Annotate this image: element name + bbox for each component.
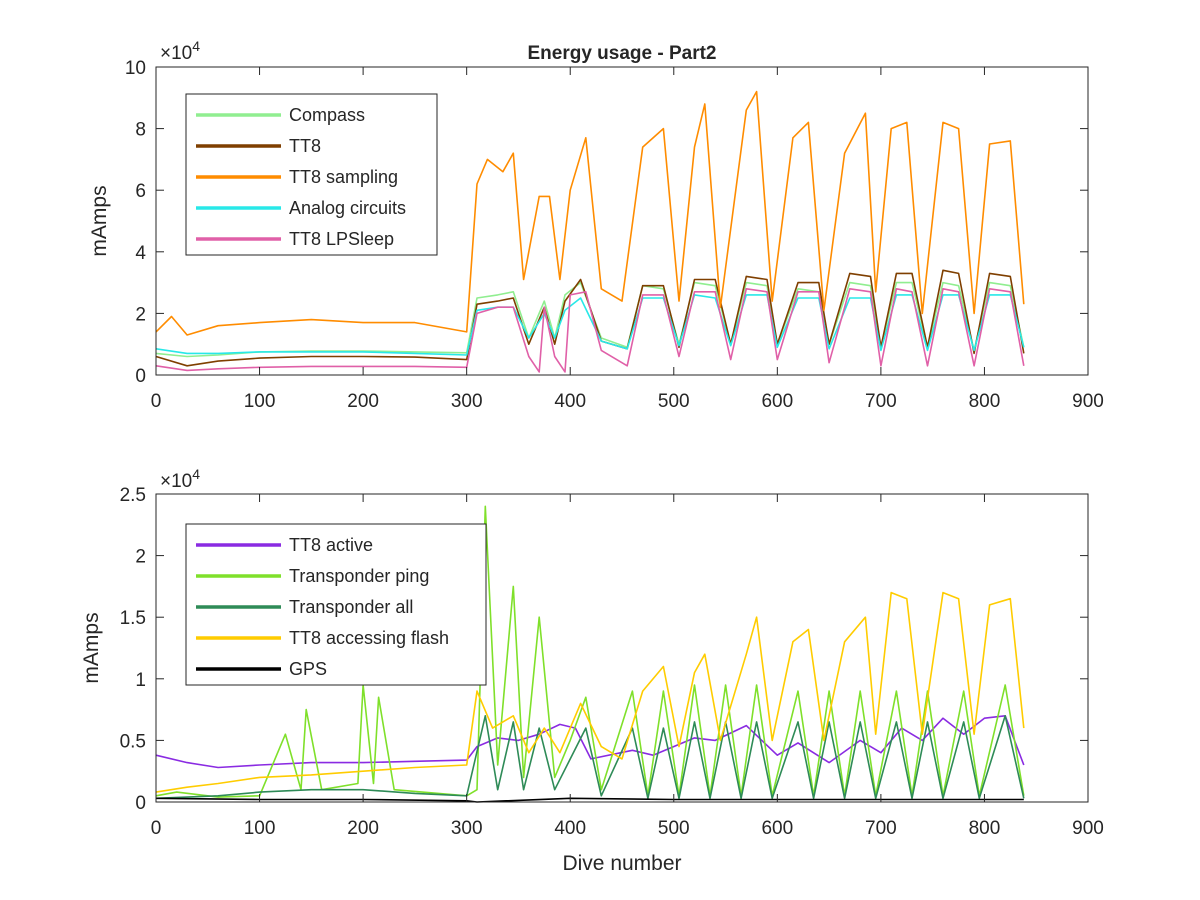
bottom-y-tick-label: 1.5 <box>120 608 146 629</box>
bottom-legend-label: TT8 accessing flash <box>289 628 449 648</box>
top-plot-frame <box>155 66 1089 376</box>
bottom-plot-frame <box>155 493 1089 803</box>
bottom-axis-ticks: 0 100 200 300 400 500 600 700 800 900 0 0.5 1 1.5 2 2.5 <box>120 485 1104 839</box>
bottom-legend-label: Transponder ping <box>289 566 429 586</box>
bottom-x-tick-label: 200 <box>347 818 379 839</box>
bottom-x-tick-label: 600 <box>761 818 793 839</box>
top-x-tick-label: 400 <box>554 391 586 412</box>
bottom-x-tick-label: 100 <box>244 818 276 839</box>
bottom-series-line-transponder-ping <box>155 505 1025 798</box>
top-legend-box <box>185 93 438 256</box>
bottom-x-tick-label: 500 <box>658 818 690 839</box>
top-exponent-power: 4 <box>192 38 200 54</box>
top-x-tick-label: 200 <box>347 391 379 412</box>
bottom-legend-label: GPS <box>289 659 327 679</box>
bottom-y-axis-label: mAmps <box>80 612 103 683</box>
top-x-tick-label: 0 <box>151 391 162 412</box>
top-series-group <box>155 90 1025 373</box>
bottom-x-tick-label: 800 <box>969 818 1001 839</box>
bottom-exponent-base: ×10 <box>160 471 192 492</box>
bottom-x-axis-label: Dive number <box>562 852 681 875</box>
top-series-line-tt8-lpsleep <box>155 288 1025 373</box>
top-legend-label: TT8 LPSleep <box>289 229 394 249</box>
top-y-tick-label: 10 <box>125 58 146 79</box>
bottom-series-group <box>155 505 1025 803</box>
top-x-tick-label: 500 <box>658 391 690 412</box>
bottom-y-tick-label: 1 <box>135 670 146 691</box>
bottom-x-tick-label: 300 <box>451 818 483 839</box>
top-y-tick-label: 0 <box>135 366 146 387</box>
top-series-line-tt8-sampling <box>155 90 1025 336</box>
top-x-tick-label: 800 <box>969 391 1001 412</box>
top-y-tick-label: 2 <box>135 304 146 325</box>
bottom-subplot: 0 100 200 300 400 500 600 700 800 900 0 0.5 1 1.5 2 2.5… <box>80 466 1104 875</box>
top-x-tick-label: 700 <box>865 391 897 412</box>
top-legend-label: TT8 sampling <box>289 167 398 187</box>
bottom-legend-label: TT8 active <box>289 535 373 555</box>
top-x-tick-label: 600 <box>761 391 793 412</box>
bottom-x-tick-label: 900 <box>1072 818 1104 839</box>
top-axis-ticks: 0 100 200 300 400 500 600 700 800 900 0 2 4 6 8 10 <box>125 58 1104 412</box>
bottom-y-tick-label: 2 <box>135 547 146 568</box>
bottom-y-tick-label: 0.5 <box>120 731 146 752</box>
bottom-x-tick-label: 700 <box>865 818 897 839</box>
bottom-y-tick-label: 2.5 <box>120 485 146 506</box>
bottom-exponent-label: ×104 <box>160 466 200 492</box>
top-exponent-label: ×104 <box>160 38 200 64</box>
bottom-series-line-transponder-all <box>155 715 1025 800</box>
bottom-exponent-power: 4 <box>192 466 200 482</box>
top-y-tick-label: 8 <box>135 120 146 141</box>
top-x-tick-label: 100 <box>244 391 276 412</box>
top-legend-label: TT8 <box>289 136 321 156</box>
bottom-series-line-tt8-accessing-flash <box>155 591 1025 793</box>
top-legend-label: Analog circuits <box>289 198 406 218</box>
top-y-tick-label: 4 <box>135 243 146 264</box>
top-subplot: 0 100 200 300 400 500 600 700 800 900 0 2 4 6 8 10 Ener… <box>88 38 1104 412</box>
bottom-x-tick-label: 0 <box>151 818 162 839</box>
bottom-x-tick-label: 400 <box>554 818 586 839</box>
bottom-legend: TT8 active Transponder ping Transponder al… <box>185 523 487 686</box>
top-y-tick-label: 6 <box>135 181 146 202</box>
top-y-axis-label: mAmps <box>88 185 111 256</box>
bottom-legend-box <box>185 523 487 686</box>
top-exponent-base: ×10 <box>160 43 192 64</box>
top-legend: Compass TT8 TT8 sampling Analog circuits TT8… <box>185 93 438 256</box>
top-x-tick-label: 900 <box>1072 391 1104 412</box>
top-legend-label: Compass <box>289 105 365 125</box>
bottom-legend-label: Transponder all <box>289 597 413 617</box>
top-x-tick-label: 300 <box>451 391 483 412</box>
top-series-line-tt8 <box>155 269 1025 367</box>
bottom-y-tick-label: 0 <box>135 793 146 814</box>
top-chart-title: Energy usage - Part2 <box>527 43 716 64</box>
